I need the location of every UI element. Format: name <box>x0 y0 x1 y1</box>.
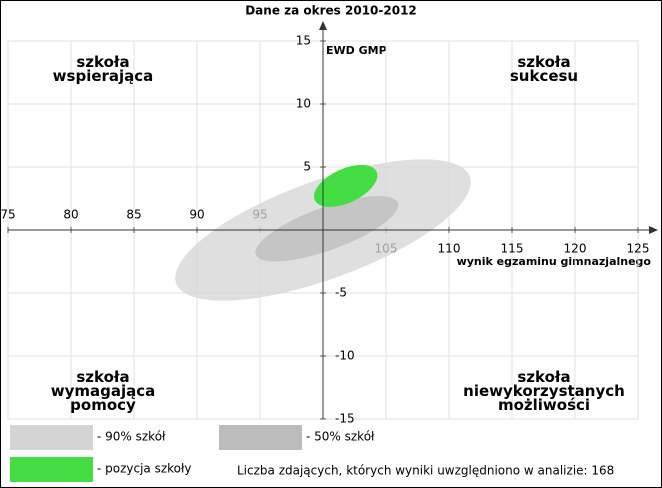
y-axis-label: EWD GMP <box>326 44 387 57</box>
legend-label: - 90% szkół <box>97 430 166 444</box>
x-tick-label: 120 <box>564 242 587 256</box>
x-axis-label: wynik egzaminu gimnazjalnego <box>457 255 652 268</box>
region-ellipse <box>255 195 399 262</box>
quadrant-label: szkoła wymagająca pomocy <box>51 368 156 414</box>
legend-swatch <box>10 425 93 450</box>
x-tick-label: 75 <box>0 208 15 222</box>
quadrant-label: szkoła sukcesu <box>510 53 578 85</box>
y-tick-label: 15 <box>296 34 311 48</box>
x-axis-arrow <box>649 226 658 234</box>
legend-swatch <box>219 425 302 450</box>
x-tick-label: 125 <box>627 242 650 256</box>
legend-label: - pozycja szkoły <box>97 462 192 476</box>
y-axis-arrow <box>319 21 327 30</box>
y-tick-label: 10 <box>296 97 311 111</box>
quadrant-label: szkoła wspierająca <box>53 53 154 85</box>
y-tick-label: -15 <box>335 412 355 426</box>
region-ellipse <box>314 164 378 207</box>
note: Liczba zdających, których wyniki uwzględ… <box>237 464 614 478</box>
x-tick-label: 110 <box>438 242 461 256</box>
chart-title: Dane za okres 2010-2012 <box>245 4 417 18</box>
x-tick-label: 80 <box>63 208 78 222</box>
y-tick-label: -5 <box>335 286 347 300</box>
x-tick-label: 90 <box>189 208 204 222</box>
quadrant-label: szkoła niewykorzystanych możliwości <box>463 368 625 414</box>
y-tick-label: 5 <box>303 160 311 174</box>
legend-swatch <box>10 457 93 482</box>
x-tick-label: 85 <box>126 208 141 222</box>
y-tick-label: -10 <box>335 349 355 363</box>
legend-label: - 50% szkół <box>306 430 375 444</box>
x-tick-label: 115 <box>501 242 524 256</box>
